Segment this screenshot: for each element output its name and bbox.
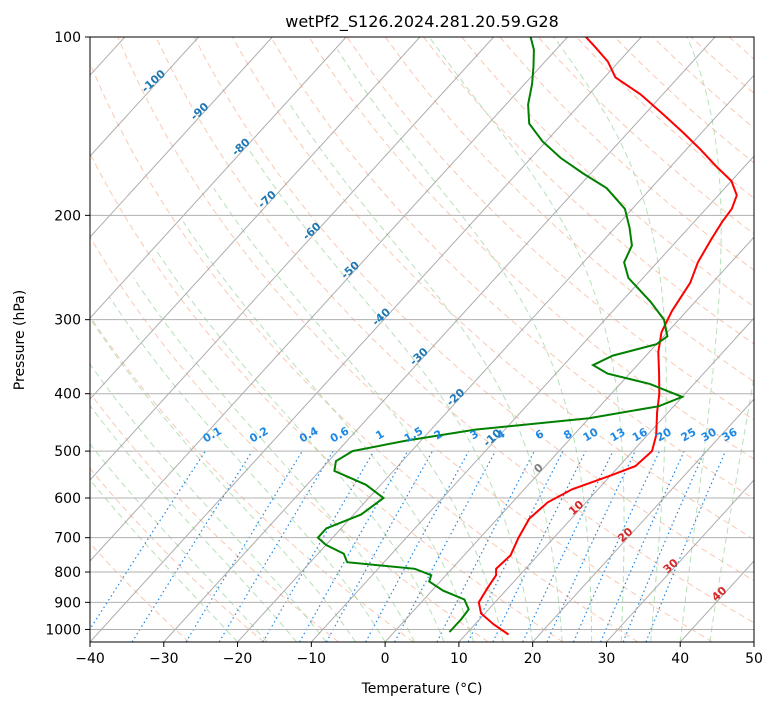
- dry-adiabat: [90, 542, 190, 642]
- moist-adiabat: [679, 37, 722, 642]
- dry-adiabat: [308, 37, 754, 460]
- x-tick-label: 50: [745, 651, 763, 667]
- dry-adiabat: [270, 37, 754, 500]
- moist-adiabat: [90, 479, 238, 642]
- moist-adiabat: [213, 187, 504, 642]
- x-tick-label: 10: [450, 651, 468, 667]
- dry-adiabat: [90, 152, 564, 642]
- plot-frame: [89, 36, 755, 643]
- chart-title: wetPf2_S126.2024.281.20.59.G28: [285, 12, 559, 32]
- moist-adiabat: [709, 375, 754, 642]
- sounding-profiles: [316, 37, 738, 636]
- x-tick-label: −30: [149, 651, 179, 667]
- y-tick-label: 900: [54, 595, 81, 611]
- moist-adiabat: [289, 104, 563, 642]
- isotherm-line: [90, 37, 642, 642]
- isotherm-line: [90, 37, 495, 481]
- isotherm-line: [606, 479, 754, 642]
- dry-adiabat: [155, 37, 754, 624]
- dry-adiabat: [193, 37, 754, 582]
- moist-adiabat: [428, 37, 625, 642]
- y-tick-label: 300: [54, 313, 81, 329]
- mixing-ratio-line: [218, 450, 334, 642]
- mixing-ratio-line: [394, 450, 496, 642]
- dry-adiabat: [90, 392, 339, 642]
- x-tick-label: 40: [671, 651, 689, 667]
- dry-adiabat: [90, 467, 265, 642]
- y-tick-label: 400: [54, 387, 81, 403]
- mixing-ratio-line: [467, 450, 564, 642]
- isotherm-line: [458, 317, 754, 642]
- mixing-ratio-line: [185, 450, 303, 642]
- x-tick-label: 20: [524, 651, 542, 667]
- y-tick-label: 700: [54, 531, 81, 547]
- isotherm-line: [90, 37, 273, 238]
- mixing-ratio-line: [262, 450, 375, 642]
- moist-adiabat: [90, 319, 357, 642]
- y-tick-label: 200: [54, 208, 81, 224]
- moist-adiabat: [182, 221, 475, 642]
- y-tick-label: 500: [54, 444, 81, 460]
- x-tick-label: −10: [297, 651, 327, 667]
- series-line-dewpoint: [316, 37, 685, 633]
- series-line-temperature: [477, 37, 738, 636]
- dry-adiabat: [461, 37, 754, 308]
- isotherm-line: [237, 74, 754, 642]
- isotherm-line: [90, 37, 568, 562]
- dry-adiabat: [90, 235, 489, 642]
- isotherm-line: [90, 37, 347, 319]
- y-tick-label: 800: [54, 565, 81, 581]
- x-tick-label: 30: [598, 651, 616, 667]
- isotherm-line: [163, 37, 716, 642]
- y-tick-label: 100: [54, 30, 81, 46]
- background-lines: [90, 37, 754, 642]
- isotherm-line: [90, 37, 199, 157]
- isotherm-line: [90, 37, 421, 400]
- moist-adiabat: [336, 49, 593, 642]
- x-axis-label: Temperature (°C): [361, 681, 483, 697]
- x-axis: −40 −30 −20 −10 0 10 20 30 40 50: [75, 642, 763, 667]
- mixing-ratio-line: [131, 450, 253, 642]
- y-axis-label: Pressure (hPa): [12, 290, 28, 390]
- moist-adiabat: [553, 37, 667, 642]
- x-tick-label: −40: [75, 651, 105, 667]
- isotherm-line: [310, 155, 754, 642]
- moist-adiabat: [90, 363, 327, 642]
- moist-adiabat: [109, 297, 386, 642]
- mixing-ratio-line: [90, 450, 206, 631]
- mixing-ratio-line: [365, 450, 470, 642]
- y-tick-label: 1000: [45, 622, 81, 638]
- x-tick-label: −20: [223, 651, 253, 667]
- y-tick-label: 600: [54, 491, 81, 507]
- isotherm-line: [532, 398, 754, 642]
- x-tick-label: 0: [381, 651, 390, 667]
- y-axis: 100 200 300 400 500 600 700 800 900 1000: [45, 30, 90, 638]
- mixing-ratio-line: [522, 450, 614, 642]
- mixing-ratio-line: [546, 450, 636, 642]
